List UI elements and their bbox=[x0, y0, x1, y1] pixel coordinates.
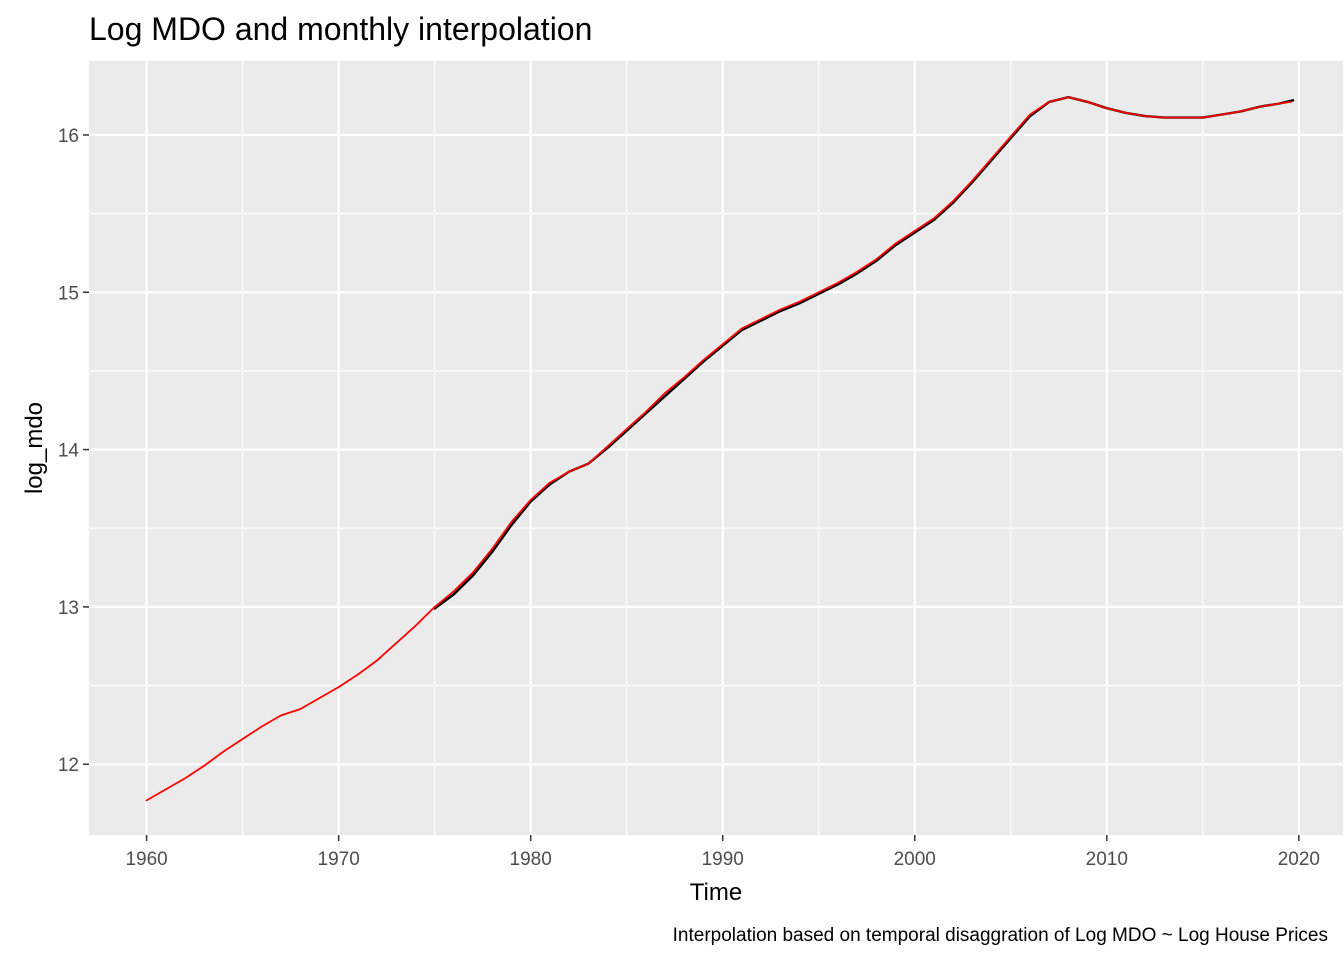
x-tick-label: 1970 bbox=[318, 849, 360, 870]
x-tick-label: 2020 bbox=[1278, 849, 1320, 870]
y-axis-title: log_mdo bbox=[21, 402, 48, 494]
x-tick-label: 1990 bbox=[702, 849, 744, 870]
y-tick-label: 13 bbox=[58, 598, 79, 619]
x-tick-label: 1960 bbox=[125, 849, 167, 870]
series-line-red bbox=[145, 96, 1293, 802]
series-lines bbox=[145, 95, 1295, 802]
plot-panel bbox=[89, 61, 1343, 835]
x-tick-label: 2000 bbox=[894, 849, 936, 870]
y-tick-label: 12 bbox=[58, 755, 79, 776]
x-axis-title: Time bbox=[690, 879, 742, 906]
y-tick-label: 16 bbox=[58, 126, 79, 147]
chart-caption: Interpolation based on temporal disaggra… bbox=[673, 925, 1328, 946]
chart-title: Log MDO and monthly interpolation bbox=[89, 11, 592, 47]
y-tick-label: 14 bbox=[58, 441, 80, 462]
x-tick-label: 1980 bbox=[510, 849, 552, 870]
axes: 1960 1970 1980 1990 2000 2010 2020 12 13 14 15 16 bbox=[58, 126, 1320, 870]
x-tick-label: 2010 bbox=[1086, 849, 1128, 870]
y-tick-label: 15 bbox=[58, 283, 79, 304]
grid-lines bbox=[89, 61, 1343, 835]
